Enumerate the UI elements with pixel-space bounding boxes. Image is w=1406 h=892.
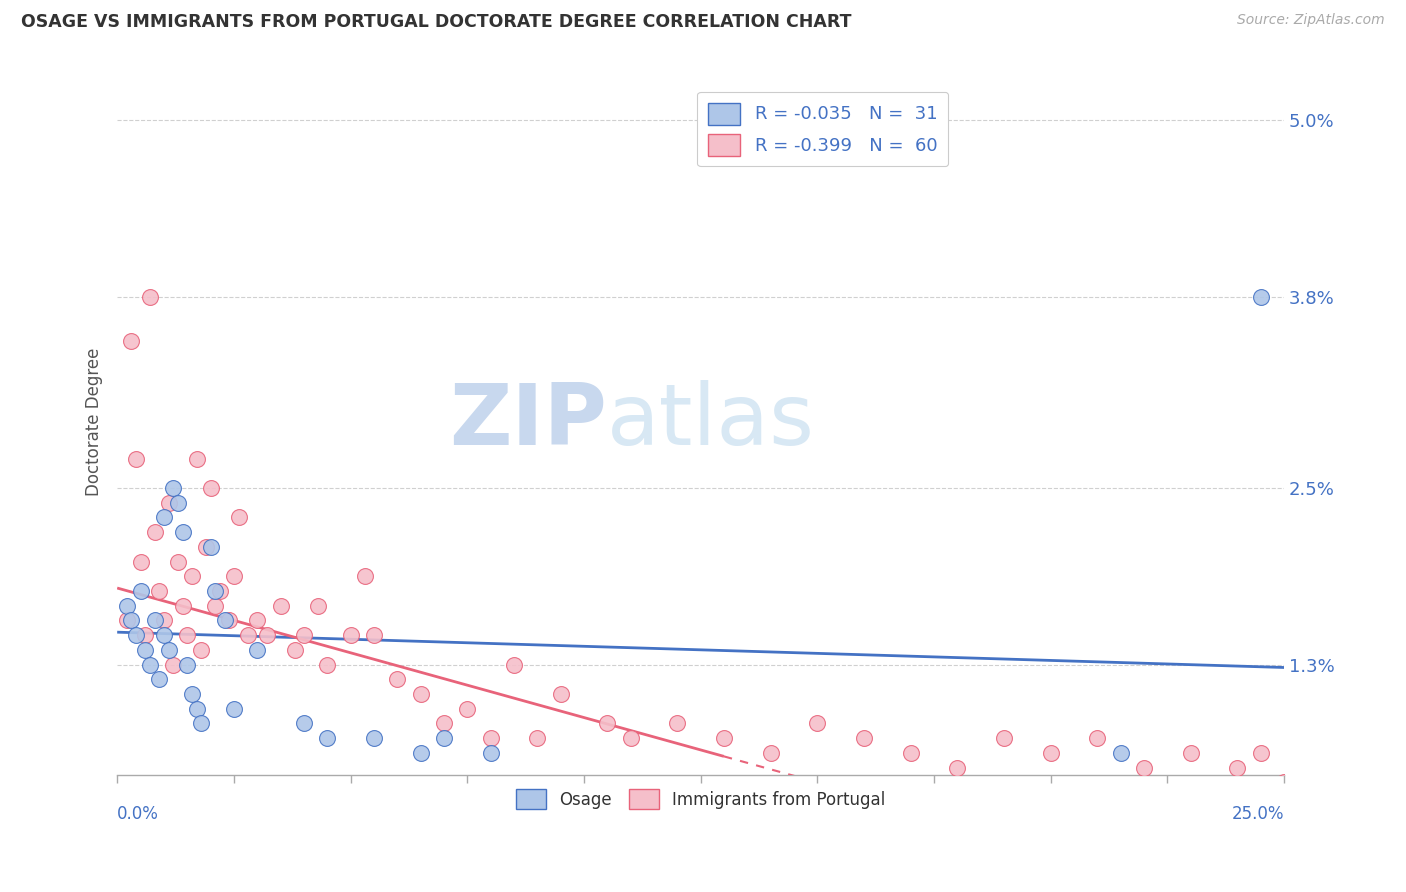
Point (222, 702, 245, 716)
Point (292, 716, 315, 731)
Point (129, 584, 152, 599)
Point (1226, 761, 1249, 775)
Point (167, 496, 190, 510)
Point (1272, 775, 1295, 789)
Point (190, 716, 212, 731)
Point (139, 290, 162, 304)
Point (409, 687, 432, 701)
Point (162, 481, 184, 495)
Text: 0.0%: 0.0% (117, 805, 159, 823)
Point (200, 540, 222, 554)
Text: atlas: atlas (607, 380, 815, 463)
Point (363, 628, 385, 642)
Text: 25.0%: 25.0% (1232, 805, 1284, 823)
Point (180, 569, 202, 583)
Point (204, 584, 226, 599)
Point (162, 657, 184, 672)
Point (316, 731, 339, 746)
Point (550, 687, 572, 701)
Point (190, 643, 212, 657)
Point (387, 673, 409, 687)
Point (479, 746, 502, 760)
Text: OSAGE VS IMMIGRANTS FROM PORTUGAL DOCTORATE DEGREE CORRELATION CHART: OSAGE VS IMMIGRANTS FROM PORTUGAL DOCTOR… (21, 13, 852, 31)
Point (153, 628, 176, 642)
Point (148, 584, 170, 599)
Point (246, 643, 269, 657)
Point (1250, 746, 1272, 760)
Point (307, 599, 329, 613)
Point (503, 657, 526, 672)
Point (1250, 290, 1272, 304)
Point (129, 555, 152, 569)
Point (806, 716, 828, 731)
Point (620, 731, 643, 746)
Point (172, 599, 194, 613)
Point (157, 496, 180, 510)
Point (120, 614, 142, 628)
Point (200, 481, 222, 495)
Legend: Osage, Immigrants from Portugal: Osage, Immigrants from Portugal (509, 782, 891, 816)
Point (143, 525, 166, 540)
Point (167, 555, 190, 569)
Point (246, 614, 269, 628)
Point (153, 510, 176, 524)
Point (153, 614, 176, 628)
Point (1085, 731, 1108, 746)
Y-axis label: Doctorate Degree: Doctorate Degree (86, 348, 103, 496)
Point (214, 614, 236, 628)
Point (180, 687, 202, 701)
Point (1133, 761, 1156, 775)
Point (115, 599, 138, 613)
Point (1039, 746, 1062, 760)
Point (186, 451, 208, 466)
Point (157, 643, 180, 657)
Point (433, 716, 456, 731)
Point (134, 628, 156, 642)
Point (222, 569, 245, 583)
Point (228, 510, 250, 524)
Point (148, 673, 170, 687)
Point (993, 731, 1015, 746)
Point (256, 628, 278, 642)
Point (339, 628, 361, 642)
Point (194, 540, 217, 554)
Point (596, 716, 619, 731)
Point (143, 614, 166, 628)
Point (176, 628, 198, 642)
Point (236, 628, 259, 642)
Point (852, 731, 875, 746)
Text: Source: ZipAtlas.com: Source: ZipAtlas.com (1237, 13, 1385, 28)
Point (666, 716, 689, 731)
Point (218, 614, 240, 628)
Point (759, 746, 782, 760)
Point (456, 702, 478, 716)
Point (139, 657, 162, 672)
Point (1109, 746, 1132, 760)
Point (409, 746, 432, 760)
Point (208, 584, 231, 599)
Point (172, 525, 194, 540)
Point (479, 731, 502, 746)
Text: ZIP: ZIP (450, 380, 607, 463)
Point (115, 614, 138, 628)
Point (946, 761, 969, 775)
Point (900, 746, 922, 760)
Point (292, 628, 315, 642)
Point (526, 731, 548, 746)
Point (283, 643, 305, 657)
Point (433, 731, 456, 746)
Point (363, 731, 385, 746)
Point (134, 643, 156, 657)
Point (186, 702, 208, 716)
Point (176, 657, 198, 672)
Point (270, 599, 292, 613)
Point (353, 569, 375, 583)
Point (316, 657, 339, 672)
Point (713, 731, 735, 746)
Point (120, 334, 142, 348)
Point (125, 628, 148, 642)
Point (1180, 746, 1202, 760)
Point (125, 451, 148, 466)
Point (204, 599, 226, 613)
